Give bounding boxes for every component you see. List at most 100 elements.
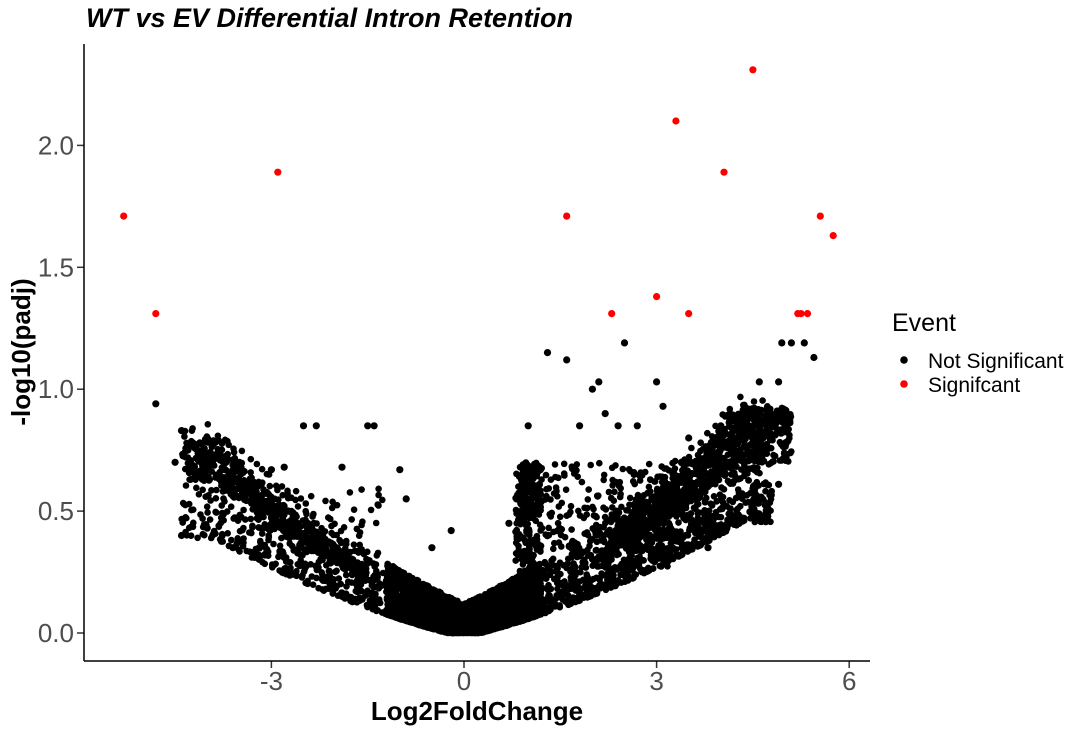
cloud-point <box>522 459 530 466</box>
cloud-point <box>596 575 603 582</box>
cloud-point <box>527 502 535 509</box>
cloud-point <box>760 480 768 488</box>
cloud-point <box>373 552 381 559</box>
cloud-point <box>335 575 343 582</box>
cloud-point <box>263 545 271 553</box>
cloud-point <box>400 569 408 577</box>
cloud-point <box>348 516 356 523</box>
cloud-point <box>577 568 584 576</box>
cloud-point <box>713 498 720 505</box>
cloud-point <box>589 562 596 569</box>
cloud-point <box>713 522 720 529</box>
cloud-point <box>638 568 645 576</box>
cloud-point <box>705 507 713 514</box>
cloud-point <box>652 556 660 564</box>
cloud-point <box>486 588 494 595</box>
cloud-point <box>525 573 533 581</box>
cloud-point <box>661 473 669 481</box>
cloud-point <box>555 503 563 510</box>
cloud-point <box>729 478 737 485</box>
cloud-point <box>513 491 521 499</box>
cloud-point <box>255 554 263 562</box>
cloud-point <box>550 490 558 497</box>
cloud-point <box>565 511 573 518</box>
cloud-point <box>545 524 552 532</box>
cloud-point <box>315 564 322 571</box>
cloud-point <box>255 544 263 551</box>
cloud-point <box>263 470 271 478</box>
cloud-point <box>258 525 266 533</box>
cloud-point <box>522 488 529 495</box>
cloud-point <box>390 591 397 599</box>
cloud-point <box>569 537 576 545</box>
cloud-point <box>406 576 414 584</box>
cloud-point <box>534 469 541 476</box>
cloud-point <box>669 532 676 540</box>
cloud-point <box>218 440 226 447</box>
cloud-point <box>750 464 757 471</box>
cloud-point <box>346 489 354 496</box>
cloud-point <box>277 547 284 554</box>
cloud-point <box>516 497 523 505</box>
cloud-point <box>704 429 711 437</box>
cloud-point <box>227 503 235 511</box>
cloud-point <box>618 503 625 511</box>
cloud-point <box>726 405 734 413</box>
cloud-point <box>551 461 559 468</box>
cloud-point <box>555 474 562 482</box>
cloud-point <box>584 577 591 584</box>
cloud-point <box>562 486 570 494</box>
cloud-point <box>673 528 680 535</box>
cloud-point <box>302 500 310 507</box>
cloud-point <box>212 495 220 502</box>
cloud-point <box>629 478 637 485</box>
cloud-point <box>522 521 529 529</box>
cloud-point <box>379 496 386 504</box>
cloud-point <box>204 509 211 516</box>
cloud-point <box>557 531 565 539</box>
cloud-point <box>584 546 591 554</box>
cloud-point <box>600 523 607 531</box>
cloud-point <box>476 611 484 619</box>
cloud-point <box>338 539 346 546</box>
cloud-point <box>319 556 326 564</box>
cloud-point <box>506 607 513 614</box>
cloud-point <box>638 547 646 554</box>
cloud-point <box>578 478 586 486</box>
cloud-point <box>576 553 583 560</box>
cloud-point <box>551 600 559 607</box>
cloud-point <box>322 497 329 505</box>
cloud-point <box>545 581 552 589</box>
cloud-point <box>666 521 673 529</box>
cloud-point <box>509 578 516 585</box>
cloud-point <box>720 486 728 493</box>
cloud-point <box>686 524 694 532</box>
cloud-point <box>599 562 606 570</box>
cloud-point <box>280 569 287 577</box>
cloud-point <box>274 486 281 494</box>
y-tick-label: 0.0 <box>38 618 74 648</box>
cloud-point <box>249 524 256 531</box>
y-tick-label: 2.0 <box>38 130 74 160</box>
cloud-point <box>199 530 207 538</box>
cloud-point <box>546 511 553 518</box>
cloud-point <box>220 511 227 518</box>
cloud-point <box>189 425 196 432</box>
cloud-point <box>182 514 189 521</box>
cloud-point <box>556 513 564 521</box>
cloud-point <box>214 432 222 440</box>
cloud-point <box>572 571 579 579</box>
cloud-point <box>759 397 766 404</box>
x-tick-label: 6 <box>842 666 856 696</box>
y-axis-ticks: 0.00.51.01.52.0 <box>38 130 84 648</box>
cloud-point <box>512 557 519 564</box>
cloud-point <box>179 499 187 507</box>
cloud-point <box>568 526 575 533</box>
cloud-point <box>555 539 563 546</box>
cloud-point <box>327 515 334 523</box>
cloud-point <box>350 541 358 548</box>
cloud-point <box>234 535 241 542</box>
cloud-point <box>762 487 769 495</box>
cloud-point <box>248 554 256 561</box>
cloud-point <box>323 562 330 569</box>
